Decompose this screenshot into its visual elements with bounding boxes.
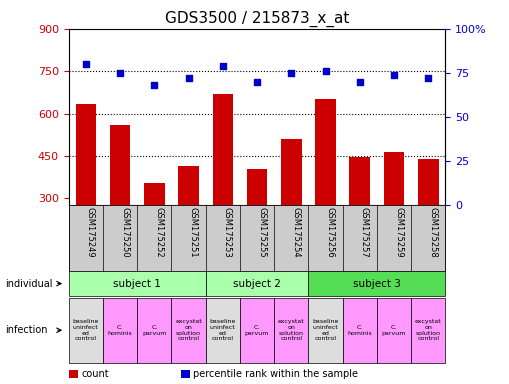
Text: GSM175251: GSM175251 bbox=[188, 207, 197, 258]
Text: subject 2: subject 2 bbox=[233, 278, 281, 289]
Text: excystat
on
solution
control: excystat on solution control bbox=[415, 319, 442, 341]
Point bbox=[424, 75, 432, 81]
Bar bbox=[418, 159, 439, 283]
Text: C.
parvum: C. parvum bbox=[245, 325, 269, 336]
Point bbox=[82, 61, 90, 67]
Bar bbox=[110, 125, 130, 283]
Text: C.
hominis: C. hominis bbox=[108, 325, 132, 336]
Text: GSM175255: GSM175255 bbox=[257, 207, 266, 258]
Text: excystat
on
solution
control: excystat on solution control bbox=[175, 319, 202, 341]
Bar bbox=[247, 169, 267, 283]
Text: percentile rank within the sample: percentile rank within the sample bbox=[193, 369, 358, 379]
Text: GSM175250: GSM175250 bbox=[120, 207, 129, 258]
Text: count: count bbox=[81, 369, 109, 379]
Text: GSM175249: GSM175249 bbox=[86, 207, 95, 258]
Point bbox=[322, 68, 330, 74]
Bar bbox=[281, 139, 301, 283]
Point bbox=[390, 72, 398, 78]
Bar bbox=[213, 94, 233, 283]
Point bbox=[184, 75, 192, 81]
Point bbox=[287, 70, 295, 76]
Point bbox=[219, 63, 227, 69]
Text: baseline
uninfect
ed
control: baseline uninfect ed control bbox=[313, 319, 338, 341]
Text: GSM175256: GSM175256 bbox=[326, 207, 334, 258]
Text: excystat
on
solution
control: excystat on solution control bbox=[278, 319, 305, 341]
Text: GSM175259: GSM175259 bbox=[394, 207, 403, 258]
Text: baseline
uninfect
ed
control: baseline uninfect ed control bbox=[73, 319, 99, 341]
Point bbox=[150, 82, 158, 88]
Text: C.
parvum: C. parvum bbox=[142, 325, 166, 336]
Text: GSM175258: GSM175258 bbox=[428, 207, 437, 258]
Point bbox=[356, 79, 364, 85]
Bar bbox=[178, 166, 199, 283]
Point bbox=[253, 79, 261, 85]
Text: GSM175254: GSM175254 bbox=[291, 207, 300, 258]
Bar bbox=[75, 104, 96, 283]
Text: individual: individual bbox=[5, 278, 52, 289]
Text: baseline
uninfect
ed
control: baseline uninfect ed control bbox=[210, 319, 236, 341]
Text: subject 1: subject 1 bbox=[114, 278, 161, 289]
Text: infection: infection bbox=[5, 325, 47, 335]
Bar bbox=[315, 99, 336, 283]
Text: subject 3: subject 3 bbox=[353, 278, 401, 289]
Bar bbox=[144, 183, 164, 283]
Title: GDS3500 / 215873_x_at: GDS3500 / 215873_x_at bbox=[165, 11, 349, 27]
Point bbox=[116, 70, 124, 76]
Text: C.
hominis: C. hominis bbox=[348, 325, 372, 336]
Bar bbox=[384, 152, 404, 283]
Text: C.
parvum: C. parvum bbox=[382, 325, 406, 336]
Text: GSM175252: GSM175252 bbox=[154, 207, 163, 258]
Text: GSM175257: GSM175257 bbox=[360, 207, 369, 258]
Text: GSM175253: GSM175253 bbox=[223, 207, 232, 258]
Bar bbox=[350, 157, 370, 283]
